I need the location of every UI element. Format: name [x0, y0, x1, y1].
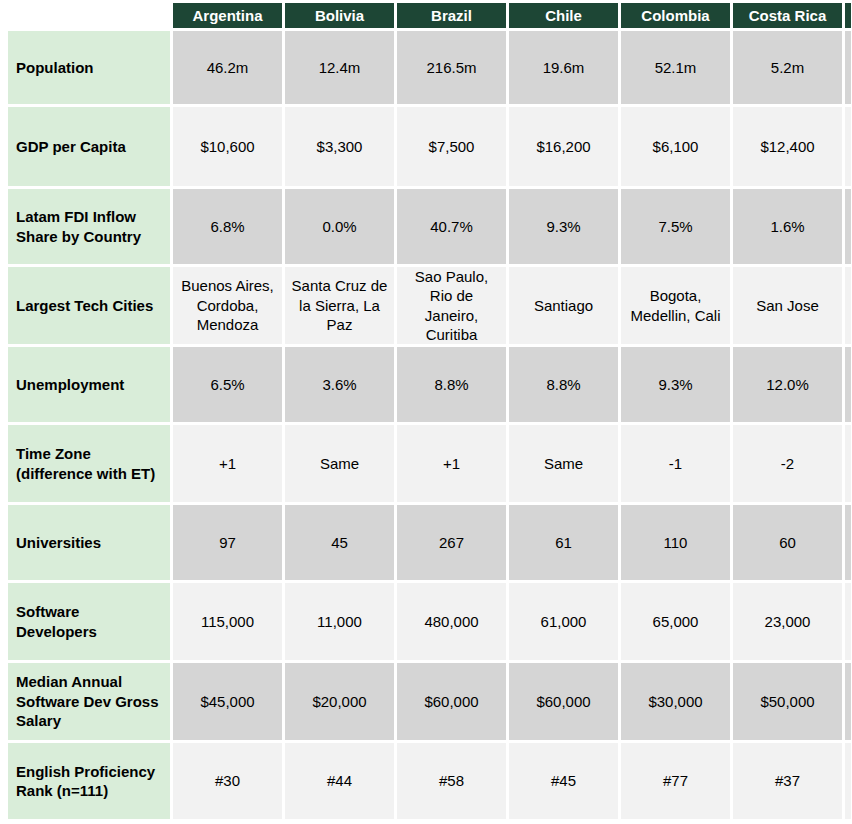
data-cell: $20,000 [285, 663, 394, 740]
partial-column-cell [845, 347, 851, 422]
data-cell: 5.2m [733, 31, 842, 104]
data-cell: 267 [397, 505, 506, 580]
data-cell: #58 [397, 743, 506, 819]
data-cell: 115,000 [173, 583, 282, 660]
data-cell: $60,000 [397, 663, 506, 740]
data-cell: 216.5m [397, 31, 506, 104]
data-cell: 19.6m [509, 31, 618, 104]
partial-column-cell [845, 505, 851, 580]
row-label: Latam FDI Inflow Share by Country [8, 189, 170, 264]
row-label: Universities [8, 505, 170, 580]
data-cell: $50,000 [733, 663, 842, 740]
data-cell: Same [509, 425, 618, 502]
row-label: English Proficiency Rank (n=111) [8, 743, 170, 819]
data-cell: #30 [173, 743, 282, 819]
data-cell: 480,000 [397, 583, 506, 660]
data-cell: $6,100 [621, 107, 730, 186]
data-cell: 60 [733, 505, 842, 580]
data-cell: 7.5% [621, 189, 730, 264]
data-cell: Santa Cruz de la Sierra, La Paz [285, 267, 394, 344]
column-header-brazil: Brazil [397, 3, 506, 28]
data-cell: $10,600 [173, 107, 282, 186]
partial-column-cell [845, 107, 851, 186]
data-cell: 8.8% [397, 347, 506, 422]
page: Argentina Bolivia Brazil Chile Colombia … [0, 0, 852, 824]
data-cell: 1.6% [733, 189, 842, 264]
data-cell: 61,000 [509, 583, 618, 660]
data-cell: Same [285, 425, 394, 502]
data-cell: 61 [509, 505, 618, 580]
corner-cell [8, 3, 170, 28]
column-header-colombia: Colombia [621, 3, 730, 28]
data-cell: #37 [733, 743, 842, 819]
row-label: GDP per Capita [8, 107, 170, 186]
row-label: Software Developers [8, 583, 170, 660]
data-cell: 110 [621, 505, 730, 580]
data-cell: #44 [285, 743, 394, 819]
partial-column-cell [845, 743, 851, 819]
data-cell: #45 [509, 743, 618, 819]
data-cell: 97 [173, 505, 282, 580]
partial-column-cell [845, 425, 851, 502]
data-cell: 23,000 [733, 583, 842, 660]
row-label: Population [8, 31, 170, 104]
column-header-argentina: Argentina [173, 3, 282, 28]
column-header-chile: Chile [509, 3, 618, 28]
data-cell: -2 [733, 425, 842, 502]
data-cell: Santiago [509, 267, 618, 344]
data-cell: Buenos Aires, Cordoba, Mendoza [173, 267, 282, 344]
data-cell: 8.8% [509, 347, 618, 422]
row-label: Unemployment [8, 347, 170, 422]
row-label: Largest Tech Cities [8, 267, 170, 344]
row-label: Median Annual Software Dev Gross Salary [8, 663, 170, 740]
comparison-table: Argentina Bolivia Brazil Chile Colombia … [8, 3, 851, 819]
data-cell: 9.3% [509, 189, 618, 264]
data-cell: 6.5% [173, 347, 282, 422]
data-cell: 9.3% [621, 347, 730, 422]
data-cell: $12,400 [733, 107, 842, 186]
data-cell: +1 [173, 425, 282, 502]
data-cell: $3,300 [285, 107, 394, 186]
data-cell: $16,200 [509, 107, 618, 186]
partial-column-header [845, 3, 851, 28]
data-cell: 0.0% [285, 189, 394, 264]
data-cell: 12.0% [733, 347, 842, 422]
partial-column-cell [845, 663, 851, 740]
column-header-bolivia: Bolivia [285, 3, 394, 28]
data-cell: Sao Paulo, Rio de Janeiro, Curitiba [397, 267, 506, 344]
data-cell: 65,000 [621, 583, 730, 660]
data-cell: Bogota, Medellin, Cali [621, 267, 730, 344]
row-label: Time Zone (difference with ET) [8, 425, 170, 502]
data-cell: 6.8% [173, 189, 282, 264]
data-cell: $45,000 [173, 663, 282, 740]
data-cell: San Jose [733, 267, 842, 344]
data-cell: 3.6% [285, 347, 394, 422]
data-cell: -1 [621, 425, 730, 502]
partial-column-cell [845, 583, 851, 660]
column-header-costa-rica: Costa Rica [733, 3, 842, 28]
data-cell: 46.2m [173, 31, 282, 104]
data-cell: $7,500 [397, 107, 506, 186]
data-cell: 11,000 [285, 583, 394, 660]
data-cell: $30,000 [621, 663, 730, 740]
data-cell: $60,000 [509, 663, 618, 740]
data-cell: +1 [397, 425, 506, 502]
data-cell: 12.4m [285, 31, 394, 104]
data-cell: #77 [621, 743, 730, 819]
data-cell: 45 [285, 505, 394, 580]
partial-column-cell [845, 189, 851, 264]
data-cell: 40.7% [397, 189, 506, 264]
partial-column-cell [845, 267, 851, 344]
data-cell: 52.1m [621, 31, 730, 104]
partial-column-cell [845, 31, 851, 104]
